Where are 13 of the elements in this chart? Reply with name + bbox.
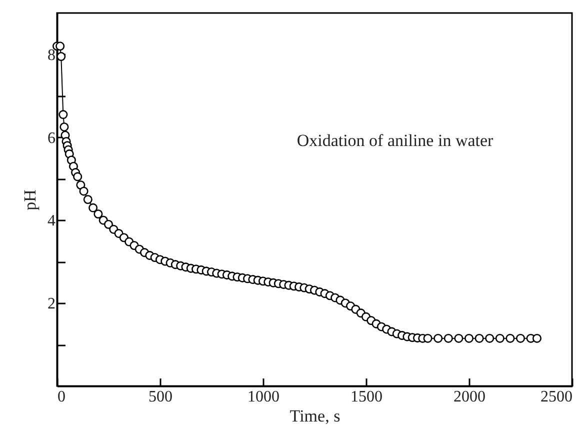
x-tick-label: 500 xyxy=(148,388,172,406)
x-tick-label: 1500 xyxy=(350,388,382,406)
x-tick-label: 1000 xyxy=(248,388,280,406)
x-axis-title: Time, s xyxy=(290,406,340,426)
x-tick-label: 2000 xyxy=(454,388,486,406)
y-tick-label: 2 xyxy=(48,296,56,313)
x-tick-label: 0 xyxy=(58,388,66,406)
y-tick-label: 8 xyxy=(48,46,56,64)
x-tick-label: 2500 xyxy=(540,388,572,406)
y-tick-label: 4 xyxy=(48,212,56,230)
y-axis-title: pH xyxy=(20,190,40,210)
y-tick-label: 6 xyxy=(48,130,56,147)
annotation: Oxidation of aniline in water xyxy=(296,131,494,150)
